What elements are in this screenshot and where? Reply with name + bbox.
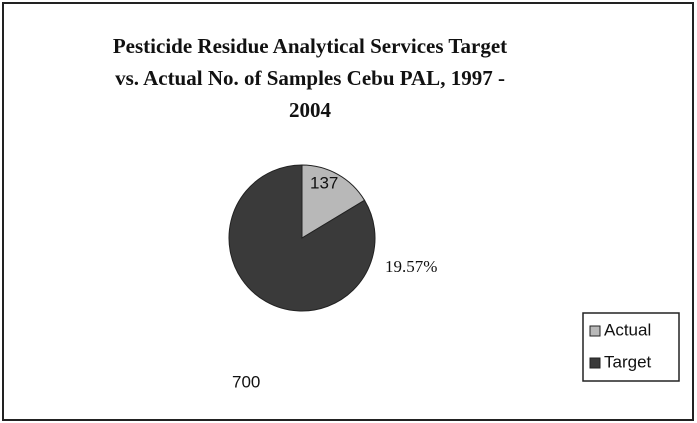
- data-label: 700: [232, 372, 260, 391]
- pie-slice: [228, 164, 376, 312]
- legend-label: Actual: [604, 320, 651, 339]
- legend-swatch: [589, 325, 601, 337]
- legend-box: [582, 312, 680, 382]
- legend-swatch: [589, 357, 601, 369]
- data-label: 137: [310, 173, 338, 192]
- pie-slice: [301, 164, 366, 239]
- annotation: 19.57%: [385, 257, 437, 276]
- legend-label: Target: [604, 352, 652, 371]
- chart-title: Pesticide Residue Analytical Services Ta…: [112, 34, 508, 122]
